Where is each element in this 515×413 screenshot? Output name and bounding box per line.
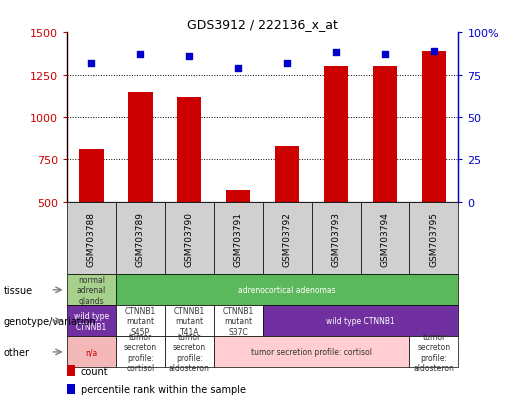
Bar <box>360 202 409 275</box>
Bar <box>177 97 201 202</box>
Bar <box>214 337 409 368</box>
Bar <box>67 202 116 275</box>
Bar <box>165 202 214 275</box>
Text: GSM703792: GSM703792 <box>283 211 291 266</box>
Text: GSM703795: GSM703795 <box>430 211 438 266</box>
Text: GSM703794: GSM703794 <box>381 211 389 266</box>
Point <box>381 52 389 58</box>
Text: GSM703789: GSM703789 <box>136 211 145 266</box>
Text: genotype/variation: genotype/variation <box>3 316 96 326</box>
Text: tumor
secreton
profile:
cortisol: tumor secreton profile: cortisol <box>124 332 157 372</box>
Text: GSM703790: GSM703790 <box>185 211 194 266</box>
Bar <box>275 147 299 202</box>
Text: other: other <box>3 347 29 357</box>
Text: tumor
secreton
profile:
aldosteron: tumor secreton profile: aldosteron <box>169 332 210 372</box>
Text: n/a: n/a <box>85 348 97 356</box>
Text: adrenocortical adenomas: adrenocortical adenomas <box>238 286 336 294</box>
Bar <box>263 306 458 337</box>
Bar <box>67 337 116 368</box>
Text: GSM703788: GSM703788 <box>87 211 96 266</box>
Point <box>88 60 96 67</box>
Bar <box>116 202 165 275</box>
Bar <box>214 306 263 337</box>
Bar <box>409 202 458 275</box>
Bar <box>67 366 75 376</box>
Title: GDS3912 / 222136_x_at: GDS3912 / 222136_x_at <box>187 17 338 31</box>
Bar <box>67 275 116 306</box>
Point <box>234 65 242 72</box>
Bar <box>263 202 312 275</box>
Bar <box>214 202 263 275</box>
Text: percentile rank within the sample: percentile rank within the sample <box>81 385 246 394</box>
Bar <box>116 275 458 306</box>
Bar <box>422 52 446 202</box>
Text: tissue: tissue <box>3 285 32 295</box>
Bar <box>116 337 165 368</box>
Bar <box>67 306 116 337</box>
Text: GSM703793: GSM703793 <box>332 211 340 266</box>
Point <box>283 60 291 67</box>
Text: GSM703791: GSM703791 <box>234 211 243 266</box>
Text: CTNNB1
mutant
S37C: CTNNB1 mutant S37C <box>222 306 254 336</box>
Bar <box>324 67 348 202</box>
Bar <box>373 67 397 202</box>
Text: CTNNB1
mutant
S45P: CTNNB1 mutant S45P <box>125 306 156 336</box>
Bar <box>67 384 75 394</box>
Bar <box>165 337 214 368</box>
Bar <box>165 306 214 337</box>
Text: tumor
secreton
profile:
aldosteron: tumor secreton profile: aldosteron <box>414 332 454 372</box>
Text: wild type CTNNB1: wild type CTNNB1 <box>326 317 395 325</box>
Text: CTNNB1
mutant
T41A: CTNNB1 mutant T41A <box>174 306 205 336</box>
Point <box>332 50 340 57</box>
Bar <box>312 202 360 275</box>
Bar <box>226 190 250 202</box>
Text: wild type
CTNNB1: wild type CTNNB1 <box>74 311 109 331</box>
Point <box>185 53 194 60</box>
Text: normal
adrenal
glands: normal adrenal glands <box>77 275 106 305</box>
Bar <box>128 93 152 202</box>
Point <box>136 52 144 58</box>
Bar <box>116 306 165 337</box>
Bar <box>79 150 104 202</box>
Point <box>430 48 438 55</box>
Text: count: count <box>81 366 108 376</box>
Bar <box>409 337 458 368</box>
Text: tumor secretion profile: cortisol: tumor secretion profile: cortisol <box>251 348 372 356</box>
